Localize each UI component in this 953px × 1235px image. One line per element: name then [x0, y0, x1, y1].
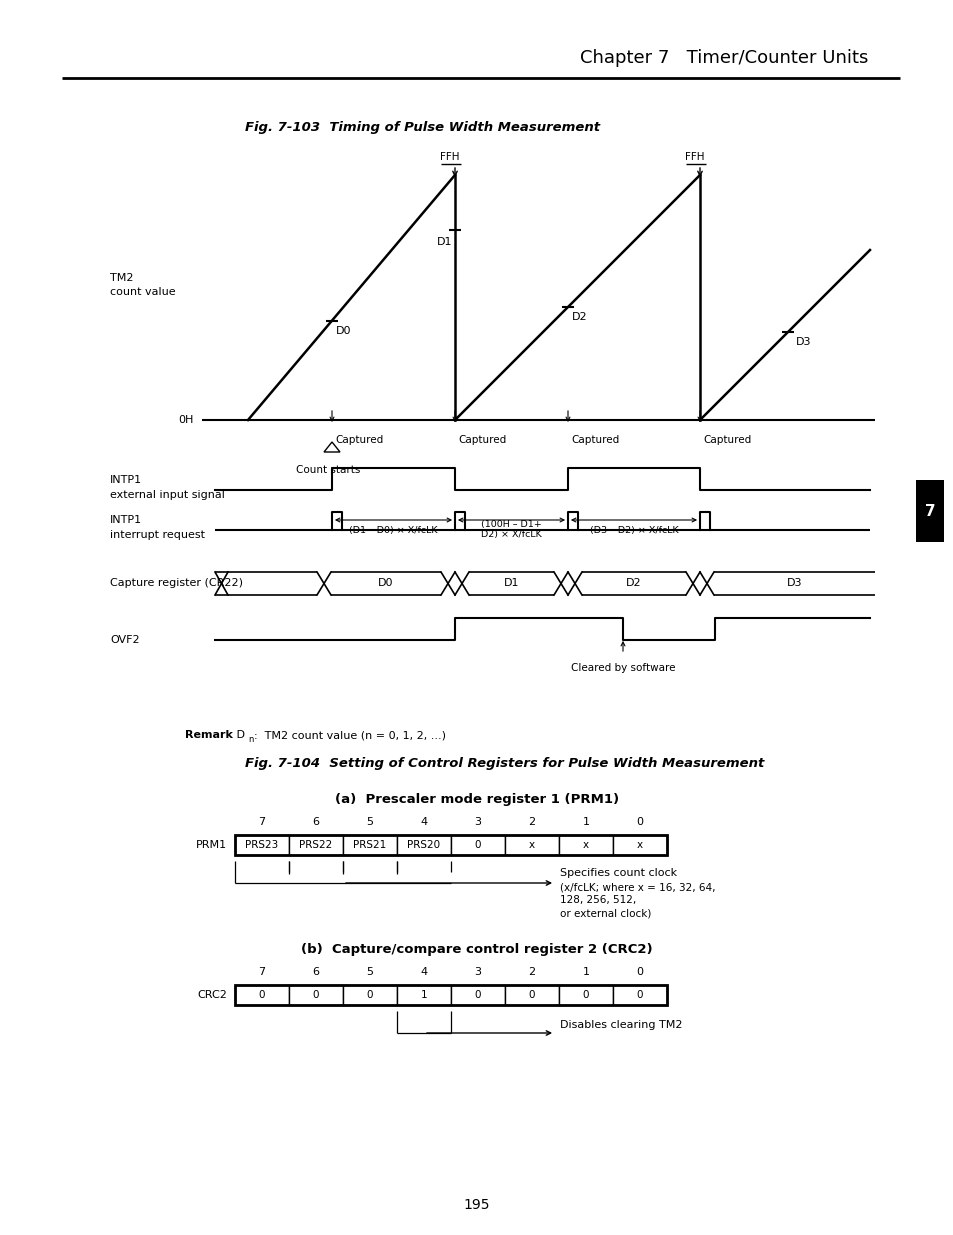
Text: Count starts: Count starts — [295, 466, 360, 475]
Text: D0: D0 — [335, 326, 351, 336]
Text: 0: 0 — [636, 967, 643, 977]
Text: PRM1: PRM1 — [195, 840, 227, 850]
Text: 6: 6 — [313, 818, 319, 827]
Text: 2: 2 — [528, 818, 535, 827]
Text: PRS21: PRS21 — [353, 840, 386, 850]
Text: Disables clearing TM2: Disables clearing TM2 — [559, 1020, 681, 1030]
Text: external input signal: external input signal — [110, 490, 225, 500]
Text: (a)  Prescaler mode register 1 (PRM1): (a) Prescaler mode register 1 (PRM1) — [335, 794, 618, 806]
Text: 6: 6 — [313, 967, 319, 977]
Text: 195: 195 — [463, 1198, 490, 1212]
Text: FFH: FFH — [684, 152, 704, 162]
Text: x: x — [637, 840, 642, 850]
Text: PRS23: PRS23 — [245, 840, 278, 850]
Text: (b)  Capture/compare control register 2 (CRC2): (b) Capture/compare control register 2 (… — [301, 944, 652, 956]
Text: D3: D3 — [795, 337, 811, 347]
Text: :  TM2 count value (n = 0, 1, 2, ...): : TM2 count value (n = 0, 1, 2, ...) — [253, 730, 446, 740]
Text: Chapter 7   Timer/Counter Units: Chapter 7 Timer/Counter Units — [579, 49, 867, 67]
Text: 3: 3 — [474, 967, 481, 977]
Bar — [451, 986, 504, 1005]
Text: 1: 1 — [582, 818, 589, 827]
Bar — [343, 986, 396, 1005]
Text: Fig. 7-103  Timing of Pulse Width Measurement: Fig. 7-103 Timing of Pulse Width Measure… — [245, 121, 599, 135]
Text: n: n — [248, 735, 253, 743]
Text: Cleared by software: Cleared by software — [570, 663, 675, 673]
Text: 1: 1 — [582, 967, 589, 977]
Text: interrupt request: interrupt request — [110, 530, 205, 540]
Bar — [915, 480, 943, 542]
Text: OVF2: OVF2 — [110, 635, 139, 645]
Bar — [289, 986, 343, 1005]
Text: D2: D2 — [572, 312, 587, 322]
Text: 0: 0 — [528, 990, 535, 1000]
Text: 5: 5 — [366, 967, 374, 977]
Bar — [234, 986, 289, 1005]
Text: Fig. 7-104  Setting of Control Registers for Pulse Width Measurement: Fig. 7-104 Setting of Control Registers … — [245, 757, 763, 771]
Text: 3: 3 — [474, 818, 481, 827]
Text: Captured: Captured — [457, 435, 506, 445]
Text: Captured: Captured — [335, 435, 383, 445]
Text: D: D — [233, 730, 245, 740]
Text: 128, 256, 512,: 128, 256, 512, — [559, 895, 636, 905]
Bar — [558, 986, 613, 1005]
Bar — [343, 835, 396, 855]
Bar — [613, 835, 666, 855]
Text: INTP1: INTP1 — [110, 515, 142, 525]
Text: D3: D3 — [786, 578, 801, 589]
Text: Capture register (CR22): Capture register (CR22) — [110, 578, 243, 589]
Text: x: x — [582, 840, 588, 850]
Bar — [234, 835, 666, 855]
Text: 4: 4 — [420, 967, 427, 977]
Text: 0H: 0H — [178, 415, 193, 425]
Text: D0: D0 — [377, 578, 394, 589]
Text: PRS20: PRS20 — [407, 840, 440, 850]
Text: or external clock): or external clock) — [559, 908, 651, 918]
Text: D2) × X/fᴄLK: D2) × X/fᴄLK — [480, 531, 541, 540]
Text: Remark: Remark — [185, 730, 233, 740]
Text: count value: count value — [110, 287, 175, 296]
Text: 0: 0 — [366, 990, 373, 1000]
Text: x: x — [528, 840, 535, 850]
Text: 0: 0 — [636, 818, 643, 827]
Text: 5: 5 — [366, 818, 374, 827]
Text: 7: 7 — [923, 504, 934, 519]
Text: 0: 0 — [582, 990, 589, 1000]
Text: D1: D1 — [436, 237, 452, 247]
Text: (D1 – D0) × X/fᴄLK: (D1 – D0) × X/fᴄLK — [349, 526, 437, 535]
Text: CRC2: CRC2 — [197, 990, 227, 1000]
Text: 0: 0 — [313, 990, 319, 1000]
Text: D2: D2 — [625, 578, 641, 589]
Text: PRS22: PRS22 — [299, 840, 333, 850]
Text: 7: 7 — [258, 818, 265, 827]
Bar — [613, 986, 666, 1005]
Text: 0: 0 — [636, 990, 642, 1000]
Bar — [396, 835, 451, 855]
Text: 0: 0 — [475, 990, 480, 1000]
Text: Captured: Captured — [571, 435, 618, 445]
Text: Specifies count clock: Specifies count clock — [559, 868, 677, 878]
Text: Captured: Captured — [702, 435, 750, 445]
Bar — [234, 986, 666, 1005]
Bar — [451, 835, 504, 855]
Text: (D3 – D2) × X/fᴄLK: (D3 – D2) × X/fᴄLK — [589, 526, 678, 535]
Bar — [234, 835, 289, 855]
Text: (x/fᴄLK; where x = 16, 32, 64,: (x/fᴄLK; where x = 16, 32, 64, — [559, 882, 715, 892]
Bar — [558, 835, 613, 855]
Bar — [504, 835, 558, 855]
Text: 0: 0 — [475, 840, 480, 850]
Text: 1: 1 — [420, 990, 427, 1000]
Text: 7: 7 — [258, 967, 265, 977]
Text: TM2: TM2 — [110, 273, 133, 283]
Text: 0: 0 — [258, 990, 265, 1000]
Text: FFH: FFH — [439, 152, 459, 162]
Bar — [289, 835, 343, 855]
Text: 4: 4 — [420, 818, 427, 827]
Text: 2: 2 — [528, 967, 535, 977]
Bar — [504, 986, 558, 1005]
Bar — [396, 986, 451, 1005]
Text: D1: D1 — [503, 578, 518, 589]
Text: (100H – D1+: (100H – D1+ — [480, 520, 541, 529]
Text: INTP1: INTP1 — [110, 475, 142, 485]
